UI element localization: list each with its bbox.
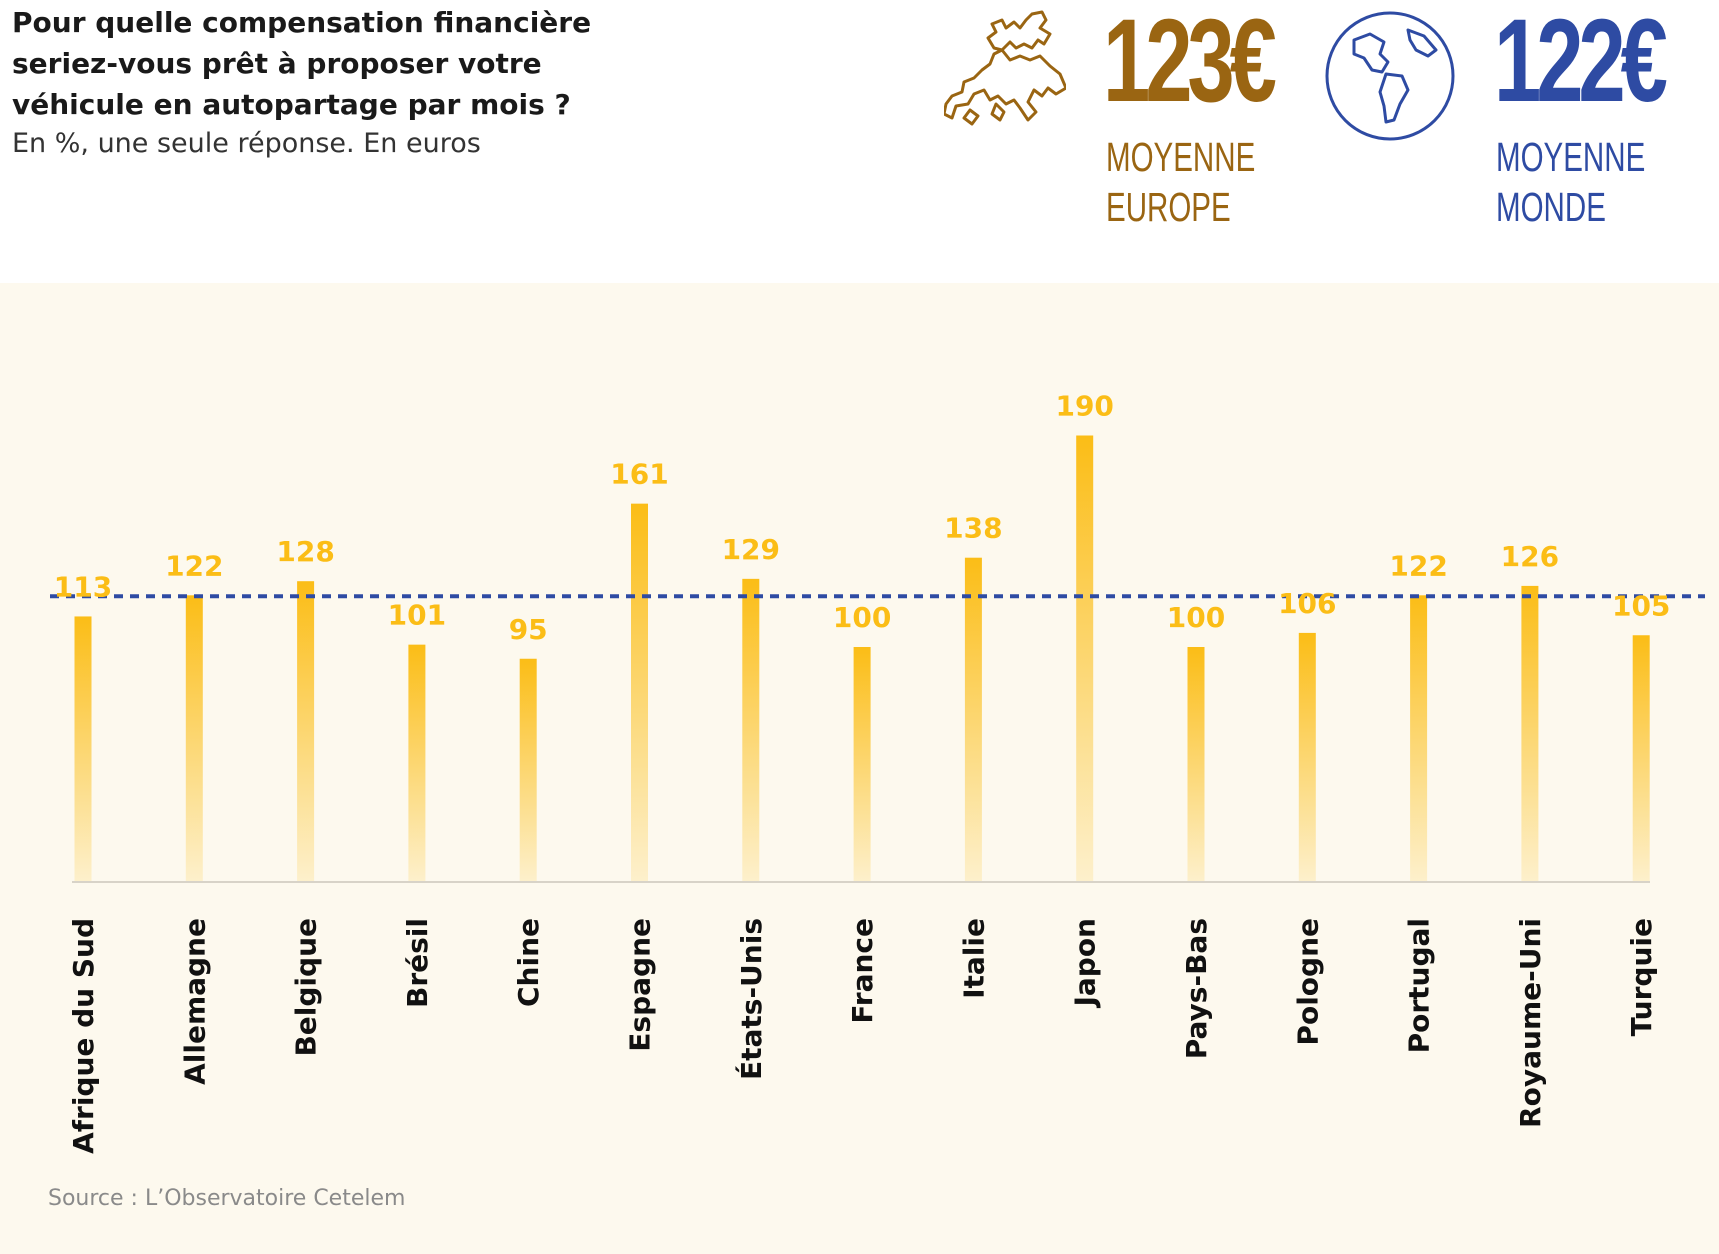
category-label: Afrique du Sud	[67, 918, 100, 1154]
category-label: Belgique	[290, 918, 323, 1057]
bar-14	[1632, 635, 1650, 882]
chart-subtitle: En %, une seule réponse. En euros	[12, 128, 481, 159]
bar-value-label: 161	[610, 458, 668, 491]
category-label: Chine	[512, 918, 545, 1007]
bar-1	[185, 595, 203, 882]
bar-2	[297, 581, 315, 882]
chart-title: Pour quelle compensation financière seri…	[12, 6, 592, 121]
bar-6	[742, 578, 760, 882]
bar-4	[519, 658, 537, 882]
category-label: Royaume-Uni	[1514, 918, 1547, 1128]
category-label: Pays-Bas	[1180, 918, 1213, 1059]
category-label: Brésil	[401, 918, 434, 1008]
category-label: Allemagne	[178, 918, 211, 1085]
bar-value-label: 122	[165, 549, 223, 582]
globe-icon	[1325, 11, 1455, 141]
bar-value-label: 190	[1055, 390, 1113, 423]
bar-value-label: 113	[54, 570, 112, 603]
bar-5	[631, 503, 648, 882]
bar-8	[964, 557, 982, 882]
category-label: États-Unis	[734, 918, 768, 1080]
bar-value-label: 100	[833, 601, 891, 634]
bar-12	[1410, 595, 1428, 882]
bar-value-label: 105	[1612, 589, 1670, 622]
bar-value-label: 129	[722, 533, 780, 566]
category-label: Portugal	[1403, 918, 1436, 1053]
bar-13	[1521, 585, 1539, 882]
world-average-label-line2: MONDE	[1496, 184, 1606, 230]
category-label: Pologne	[1291, 918, 1324, 1046]
bar-7	[853, 647, 871, 882]
category-label: Italie	[957, 918, 990, 999]
bar-value-label: 101	[388, 599, 446, 632]
bar-value-label: 138	[944, 512, 1002, 545]
bar-0	[74, 616, 92, 882]
bar-value-label: 128	[276, 535, 334, 568]
bar-value-label: 106	[1278, 587, 1336, 620]
bar-value-label: 95	[509, 613, 548, 646]
source-note: Source : L’Observatoire Cetelem	[48, 1186, 406, 1211]
europe-map-icon	[944, 10, 1066, 126]
europe-average-value: 123€	[1103, 0, 1277, 127]
europe-average-label-line2: EUROPE	[1106, 184, 1231, 230]
europe-average-label-line1: MOYENNE	[1106, 134, 1256, 180]
category-label: Espagne	[624, 918, 657, 1052]
bar-3	[408, 644, 426, 882]
bar-value-label: 122	[1389, 549, 1447, 582]
bar-value-label: 100	[1167, 601, 1225, 634]
world-average-label-line1: MOYENNE	[1496, 134, 1646, 180]
category-label: France	[846, 918, 879, 1024]
bar-9	[1076, 435, 1094, 882]
category-label: Japon	[1069, 918, 1102, 1009]
bar-value-label: 126	[1501, 540, 1559, 573]
category-label: Turquie	[1625, 918, 1658, 1036]
bar-10	[1187, 647, 1205, 882]
world-average-value: 122€	[1494, 0, 1668, 127]
bar-11	[1298, 632, 1316, 882]
